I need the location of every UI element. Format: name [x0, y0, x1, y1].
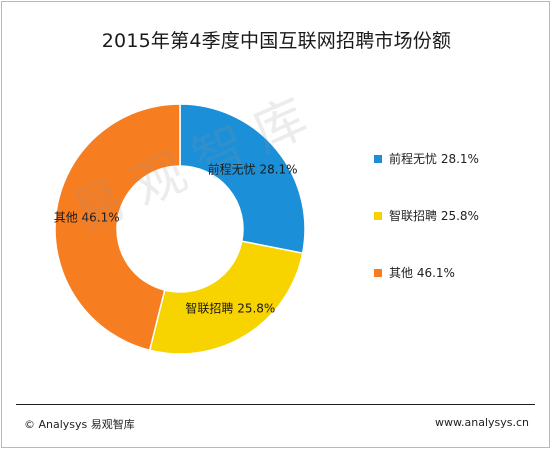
- legend-label: 前程无忧 28.1%: [389, 152, 479, 166]
- footer-copyright: © Analysys 易观智库: [24, 418, 135, 431]
- footer-website: www.analysys.cn: [435, 416, 529, 429]
- donut-slice-2: [54, 103, 181, 352]
- donut-data-labels: 前程无忧 28.1% 智联招聘 25.8% 其他 46.1%: [54, 161, 298, 315]
- legend-item-other: 其他 46.1%: [374, 264, 455, 281]
- data-label-2: 其他 46.1%: [54, 211, 120, 225]
- chart-title: 2015年第4季度中国互联网招聘市场份额: [101, 30, 452, 52]
- legend-swatch-icon: [374, 268, 382, 277]
- donut-slice-0: [179, 103, 306, 255]
- footer-divider: [16, 404, 535, 405]
- legend-item-zhilian: 智联招聘 25.8%: [374, 207, 479, 224]
- legend-swatch-icon: [374, 211, 382, 220]
- data-label-1: 智联招聘 25.8%: [185, 300, 275, 315]
- donut-slice-1: [148, 240, 304, 355]
- legend-label: 其他 46.1%: [389, 266, 455, 280]
- data-label-0: 前程无忧 28.1%: [208, 161, 298, 176]
- legend-swatch-icon: [374, 154, 382, 163]
- legend-label: 智联招聘 25.8%: [389, 209, 479, 223]
- donut-slices: [54, 103, 306, 355]
- legend-item-qiancheng: 前程无忧 28.1%: [374, 150, 479, 167]
